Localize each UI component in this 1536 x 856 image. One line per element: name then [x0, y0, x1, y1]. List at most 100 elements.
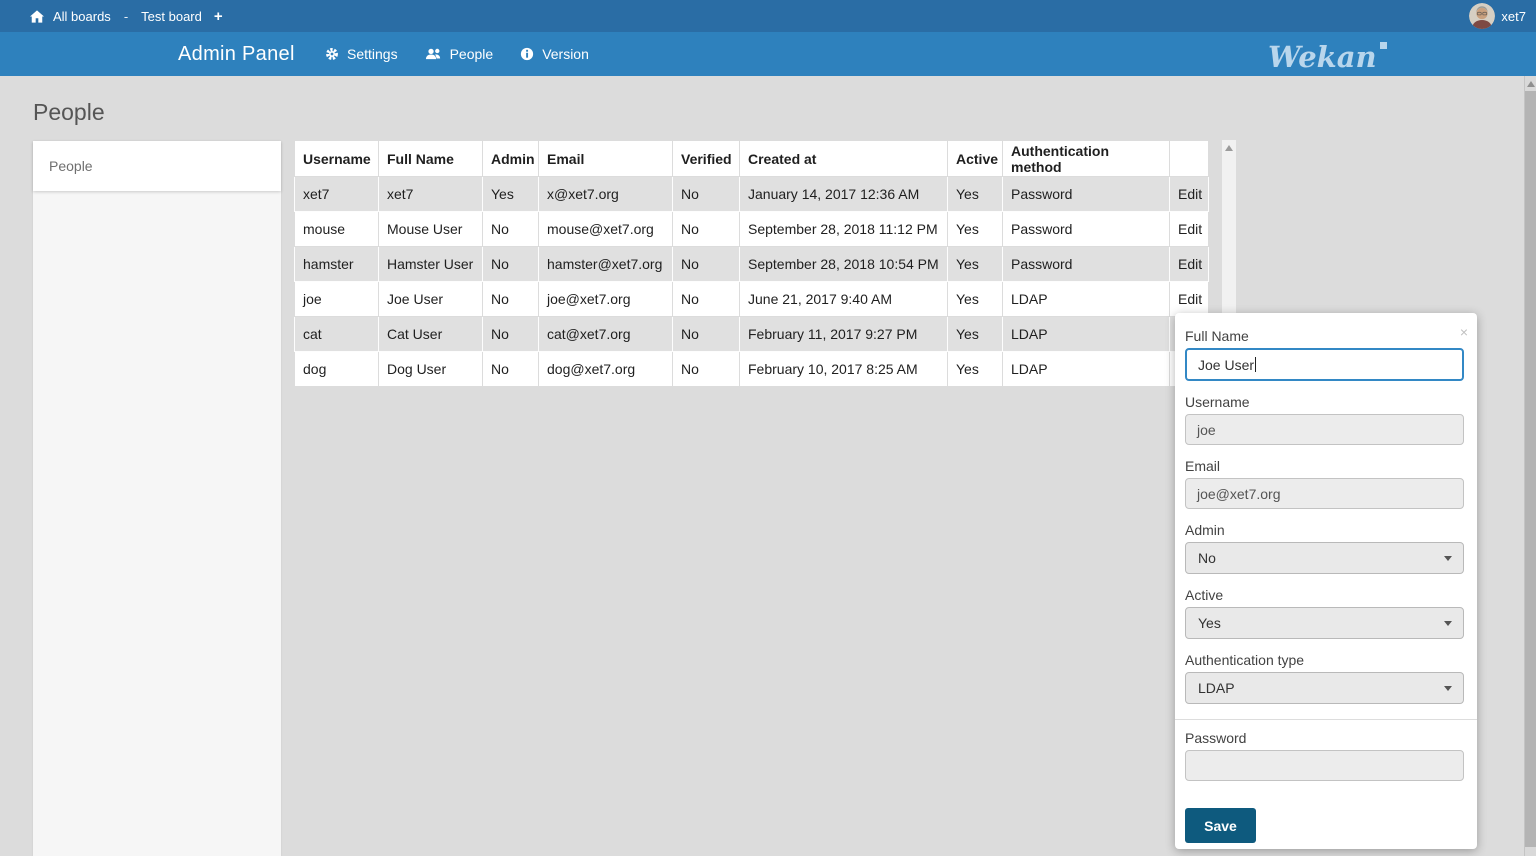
wekan-logo-dot	[1379, 42, 1387, 49]
edit-link[interactable]: Edit	[1178, 256, 1203, 272]
username-label: Username	[1185, 394, 1250, 410]
column-header-created-at: Created at	[739, 140, 948, 177]
full-name-label: Full Name	[1185, 328, 1249, 344]
text-caret	[1255, 357, 1257, 372]
column-header-admin: Admin	[482, 140, 539, 177]
cell-verified: No	[672, 176, 740, 212]
cell-actions: Edit	[1169, 211, 1209, 247]
table-row: dog Dog User No dog@xet7.org No February…	[294, 351, 1209, 387]
info-icon	[520, 47, 534, 61]
top-bar: All boards - Test board + xet7	[0, 0, 1536, 32]
auth-type-field-group: Authentication type LDAP	[1185, 652, 1464, 704]
scroll-up-arrow-icon[interactable]	[1225, 145, 1233, 151]
cell-actions: Edit	[1169, 281, 1209, 317]
gear-icon	[325, 47, 339, 61]
password-field-group: Password	[1185, 730, 1464, 781]
auth-type-label: Authentication type	[1185, 652, 1305, 668]
cell-auth-method: Password	[1002, 176, 1170, 212]
cell-username: cat	[294, 316, 379, 352]
add-board-icon[interactable]: +	[213, 7, 223, 25]
cell-admin: No	[482, 281, 539, 317]
breadcrumb-board-name[interactable]: Test board	[141, 8, 202, 24]
auth-type-selected-value: LDAP	[1198, 680, 1235, 696]
column-header-username: Username	[294, 140, 379, 177]
cell-username: xet7	[294, 176, 379, 212]
topbar-username: xet7	[1501, 8, 1526, 24]
scrollbar-thumb[interactable]	[1525, 91, 1536, 847]
menu-item-people[interactable]: People	[425, 46, 494, 62]
column-header-active: Active	[947, 140, 1003, 177]
edit-link[interactable]: Edit	[1178, 186, 1203, 202]
cell-fullname: Cat User	[378, 316, 483, 352]
cell-fullname: Hamster User	[378, 246, 483, 282]
email-label: Email	[1185, 458, 1221, 474]
cell-auth-method: Password	[1002, 211, 1170, 247]
close-icon[interactable]: ×	[1459, 324, 1468, 340]
active-selected-value: Yes	[1198, 615, 1221, 631]
cell-email: joe@xet7.org	[538, 281, 673, 317]
cell-created-at: February 10, 2017 8:25 AM	[739, 351, 948, 387]
edit-link[interactable]: Edit	[1178, 291, 1203, 307]
menu-item-settings[interactable]: Settings	[325, 46, 398, 62]
sidebar: People	[33, 141, 281, 856]
column-header-auth-method: Authentication method	[1002, 140, 1170, 177]
avatar[interactable]	[1469, 3, 1496, 29]
username-value: joe	[1197, 421, 1216, 438]
cell-verified: No	[672, 246, 740, 282]
active-label: Active	[1185, 587, 1224, 603]
menu-item-label: Version	[542, 46, 589, 62]
cell-username: dog	[294, 351, 379, 387]
cell-active: Yes	[947, 281, 1003, 317]
cell-actions: Edit	[1169, 246, 1209, 282]
dropdown-arrow-icon	[1444, 621, 1452, 626]
active-select[interactable]: Yes	[1185, 607, 1464, 639]
password-label: Password	[1185, 730, 1247, 746]
save-button[interactable]: Save	[1185, 808, 1256, 843]
cell-admin: No	[482, 351, 539, 387]
cell-username: hamster	[294, 246, 379, 282]
password-input[interactable]	[1185, 750, 1464, 781]
cell-fullname: Joe User	[378, 281, 483, 317]
cell-admin: No	[482, 211, 539, 247]
menu-item-label: People	[449, 46, 494, 62]
cell-actions: Edit	[1169, 176, 1209, 212]
page-title: People	[33, 99, 105, 125]
full-name-field-group: Full Name Joe User	[1185, 328, 1464, 381]
edit-link[interactable]: Edit	[1178, 221, 1203, 237]
cell-email: hamster@xet7.org	[538, 246, 673, 282]
table-row: cat Cat User No cat@xet7.org No February…	[294, 316, 1209, 352]
menu-item-label: Settings	[347, 46, 398, 62]
cell-fullname: Dog User	[378, 351, 483, 387]
sidebar-item-people[interactable]: People	[33, 141, 281, 191]
edit-user-panel: × Full Name Joe User Username joe Email …	[1175, 313, 1477, 849]
breadcrumb-all-boards[interactable]: All boards	[53, 8, 111, 24]
table-row: joe Joe User No joe@xet7.org No June 21,…	[294, 281, 1209, 317]
cell-email: cat@xet7.org	[538, 316, 673, 352]
home-icon[interactable]	[30, 9, 44, 23]
cell-active: Yes	[947, 211, 1003, 247]
scroll-up-arrow-icon[interactable]	[1526, 81, 1535, 87]
admin-header-bar: Admin Panel Settings People	[0, 32, 1536, 76]
column-header-verified: Verified	[672, 140, 740, 177]
auth-type-select[interactable]: LDAP	[1185, 672, 1464, 704]
cell-verified: No	[672, 316, 740, 352]
cell-username: joe	[294, 281, 379, 317]
table-row: hamster Hamster User No hamster@xet7.org…	[294, 246, 1209, 282]
cell-verified: No	[672, 281, 740, 317]
cell-admin: No	[482, 246, 539, 282]
sidebar-item-label: People	[49, 158, 93, 174]
menu-item-version[interactable]: Version	[520, 46, 589, 62]
cell-active: Yes	[947, 316, 1003, 352]
admin-select[interactable]: No	[1185, 542, 1464, 574]
cell-email: x@xet7.org	[538, 176, 673, 212]
wekan-logo: Wekan	[1268, 32, 1387, 76]
user-menu[interactable]: xet7	[1469, 0, 1531, 32]
full-name-input[interactable]: Joe User	[1185, 348, 1464, 381]
column-header-actions	[1169, 140, 1209, 177]
cell-active: Yes	[947, 176, 1003, 212]
admin-menu: Settings People Version	[325, 32, 616, 76]
page-scrollbar[interactable]	[1524, 76, 1536, 856]
username-input: joe	[1185, 414, 1464, 445]
column-header-email: Email	[538, 140, 673, 177]
cell-fullname: Mouse User	[378, 211, 483, 247]
